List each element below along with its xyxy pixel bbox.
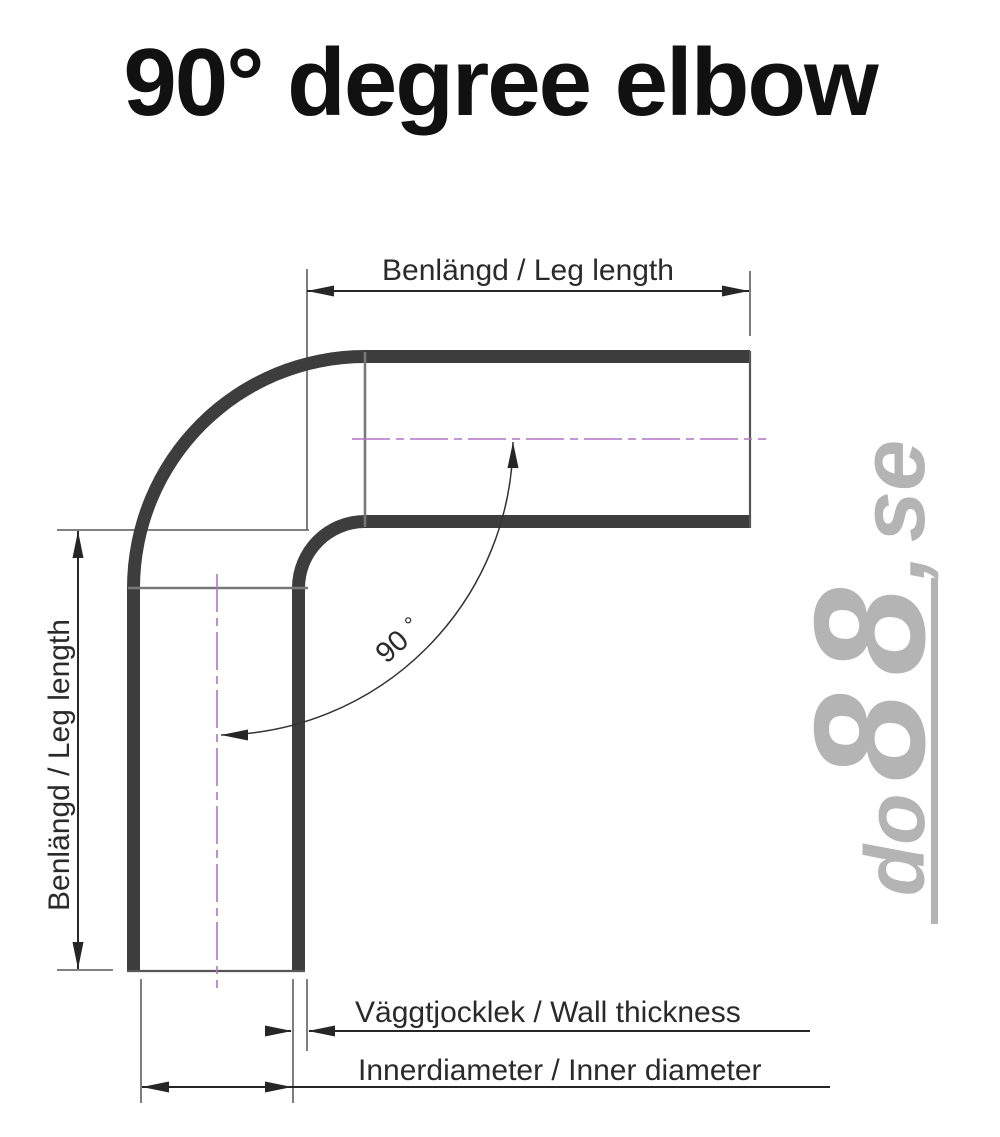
pipe-inner-wall [292, 515, 750, 971]
arrow-inner-diameter-right [265, 1081, 292, 1093]
watermark-prefix: do [848, 793, 942, 897]
angle-arrow-left [221, 729, 248, 741]
arrow-leg-top-left [307, 285, 334, 297]
inner-diameter-label: Innerdiameter / Inner diameter [358, 1054, 762, 1087]
angle-arrow-top [507, 442, 519, 468]
dimension-arrows [72, 285, 749, 1093]
watermark-suffix: se [842, 439, 944, 543]
watermark-separator: , [842, 554, 944, 580]
page-title: 90° degree elbow [123, 29, 878, 136]
arrow-leg-top-right [722, 285, 749, 297]
arrow-leg-left-up [72, 531, 84, 558]
leg-length-left-label: Benlängd / Leg length [43, 619, 76, 911]
angle-arc [220, 441, 514, 736]
pipe-outer-wall [127, 350, 750, 971]
centerlines [216, 438, 766, 988]
arrow-inner-diameter-left [142, 1081, 169, 1093]
do88-watermark-logo: do 88 , se [782, 368, 958, 968]
angle-dimension-arc [220, 441, 519, 741]
dimension-lines [77, 290, 830, 1088]
arrow-leg-left-down [72, 942, 84, 969]
leg-length-top-label: Benlängd / Leg length [382, 254, 674, 287]
arrow-wall-thickness-right [265, 1025, 292, 1037]
wall-thickness-label: Väggtjocklek / Wall thickness [355, 996, 741, 1029]
watermark-underline [931, 578, 938, 924]
arrow-wall-thickness-left [308, 1025, 335, 1037]
elbow-pipe [127, 350, 750, 971]
extension-lines [57, 269, 751, 1103]
pipe-edges [127, 351, 752, 973]
watermark-number: 88 [782, 569, 958, 782]
